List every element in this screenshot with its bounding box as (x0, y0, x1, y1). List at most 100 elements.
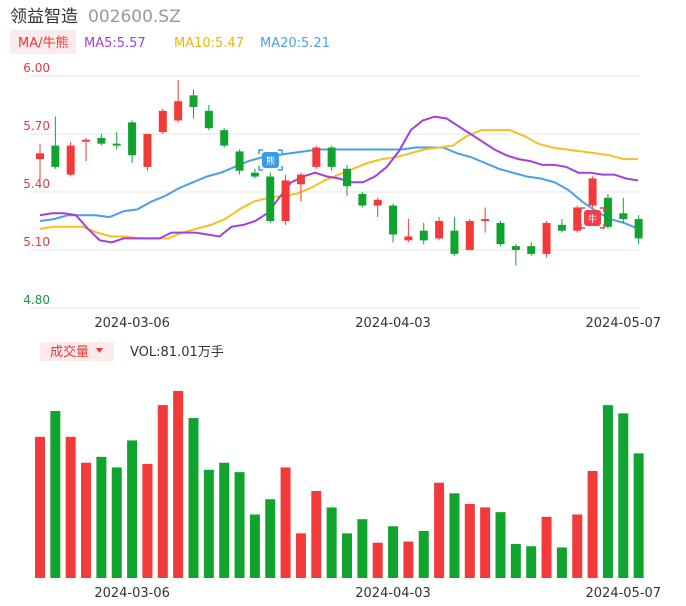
bear-marker-text: 熊 (266, 155, 275, 167)
volume-bar (587, 470, 598, 578)
candle (112, 132, 121, 150)
candle-body (511, 246, 520, 250)
candle-body (573, 207, 582, 231)
volume-bar (280, 467, 291, 578)
candle-body (542, 222, 551, 254)
volume-bar (618, 413, 629, 578)
volume-bar (572, 514, 583, 578)
y-tick-label: 5.70 (23, 119, 50, 133)
candle-body (358, 193, 367, 206)
candle-body (419, 230, 428, 241)
candle-body (143, 134, 152, 167)
candle-body (235, 151, 244, 171)
candle-body (465, 221, 474, 250)
candle (419, 222, 428, 245)
x-tick-label: 2024-05-07 (586, 316, 662, 331)
volume-bar (96, 456, 107, 578)
ma-tag-background[interactable] (10, 30, 76, 54)
candle-body (404, 236, 413, 241)
candle-body (82, 139, 91, 142)
volume-bar (81, 462, 92, 578)
candle-body (481, 219, 490, 221)
volume-bar (480, 507, 491, 578)
candle-body (158, 110, 167, 133)
candle-body (128, 122, 137, 156)
candle (204, 105, 213, 131)
x-tick-label: 2024-04-03 (355, 316, 431, 331)
candle-body (435, 221, 444, 239)
y-tick-label: 6.00 (23, 61, 50, 75)
candle (496, 221, 505, 247)
candle-body (266, 176, 275, 221)
volume-tag-background[interactable] (40, 342, 114, 361)
volume-value: VOL:81.01万手 (130, 345, 224, 360)
volume-bar (434, 482, 445, 578)
candle (404, 219, 413, 243)
candle-body (51, 145, 60, 167)
volume-bar (342, 533, 352, 578)
x-tick-label: 2024-03-06 (94, 316, 170, 331)
candle-body (527, 246, 536, 254)
dropdown-caret-icon[interactable] (96, 348, 103, 353)
volume-bar (357, 519, 368, 578)
candle (373, 197, 382, 218)
candle-body (204, 110, 213, 129)
candle-body (220, 130, 229, 146)
x-tick-label: 2024-04-03 (355, 586, 431, 601)
volume-bar (188, 418, 199, 578)
candle-body (327, 147, 336, 167)
candle (634, 215, 643, 245)
candle (465, 219, 474, 250)
candle-body (36, 153, 44, 160)
bear-marker: 熊 (258, 149, 283, 171)
candle (327, 145, 336, 171)
candles (36, 79, 643, 266)
candle-body (389, 205, 398, 235)
volume-bar (495, 512, 506, 578)
candle (66, 141, 75, 177)
volume-tag-label[interactable]: 成交量 (50, 344, 89, 360)
stock-code: 002600.SZ (88, 7, 181, 27)
volume-bar (142, 463, 153, 578)
volume-bar (111, 467, 122, 578)
candle (51, 116, 60, 169)
volume-bar (449, 493, 460, 578)
volume-bar (602, 405, 613, 578)
candle-body (66, 145, 75, 175)
candle-body (373, 199, 382, 206)
volume-bar (464, 503, 475, 578)
volume-bar (418, 530, 429, 578)
candle-body (557, 224, 566, 231)
volume-bar (65, 436, 76, 578)
candle (619, 197, 628, 223)
volume-bar (556, 547, 567, 578)
candle-body (174, 101, 183, 121)
volume-bar (265, 499, 276, 578)
ma5-label: MA5:5.57 (84, 36, 146, 51)
x-tick-label: 2024-03-06 (94, 586, 170, 601)
candle-body (496, 222, 505, 245)
ma20-line (39, 146, 639, 230)
price-y-axis: 6.00 5.70 5.40 5.10 4.80 (23, 61, 50, 307)
volume-bar (234, 472, 245, 578)
candle (450, 217, 459, 256)
volume-bar (526, 546, 537, 578)
candle (527, 242, 536, 256)
candle-body (634, 219, 643, 239)
bull-marker-text: 牛 (588, 213, 597, 225)
candle (481, 207, 490, 233)
candle (82, 137, 91, 162)
volume-bar (173, 391, 184, 578)
candle-body (112, 143, 121, 146)
candle (189, 89, 198, 119)
volume-bar (35, 436, 45, 578)
candle (250, 168, 259, 179)
candle-body (296, 174, 305, 185)
ma-tag-label[interactable]: MA/牛熊 (18, 35, 69, 51)
ma10-label: MA10:5.47 (174, 36, 244, 51)
candle (235, 149, 244, 175)
candle (389, 203, 398, 243)
candle (36, 143, 44, 181)
bull-marker: 牛 (580, 207, 605, 229)
